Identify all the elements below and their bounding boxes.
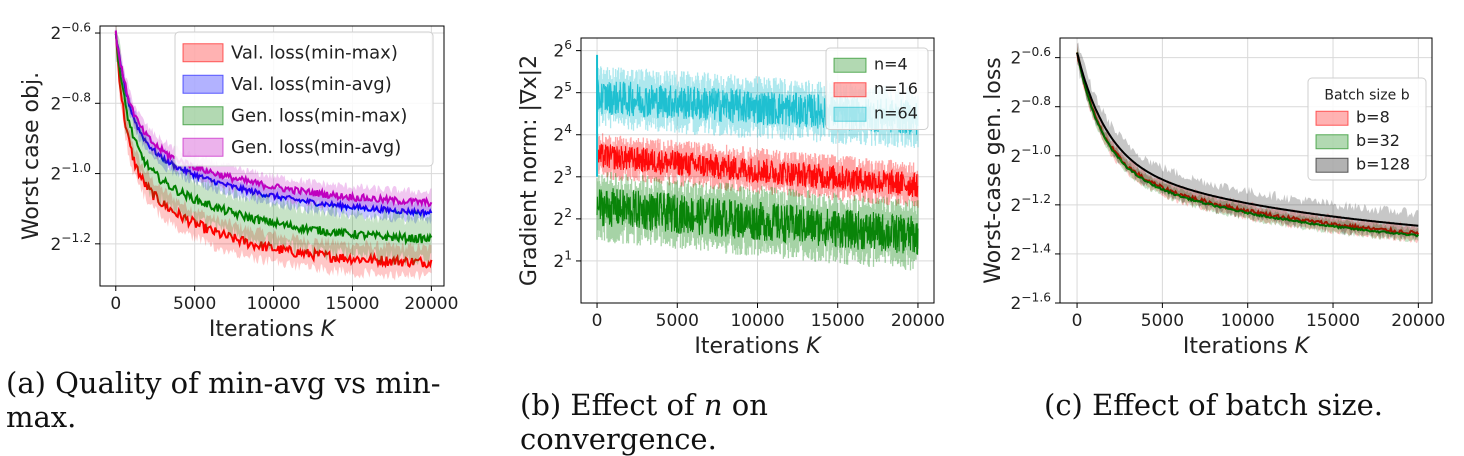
legend-label-b=32: b=32 [1356, 131, 1400, 150]
xtick-label-3: 15000 [325, 294, 379, 314]
legend-box-b [825, 47, 929, 130]
ytick-label-4: 25 [553, 80, 572, 104]
caption-a: (a) Quality of min-avg vs min-max. [6, 366, 486, 434]
ytick-label-2: 23 [553, 164, 572, 188]
xtick-label-2: 10000 [247, 294, 301, 314]
series-line-Gen. loss(min-max) [114, 33, 433, 246]
series-line-Val. loss(min-max) [114, 31, 433, 269]
legend-box-a [174, 31, 434, 167]
legend-label-b=128: b=128 [1356, 154, 1410, 173]
xtick-label-2: 10000 [730, 311, 784, 331]
ytick-label-5: 2−1.6 [1010, 290, 1051, 314]
chart-b: 0 5000 10000 15000 20000 21 22 23 24 25 26 Iteratio… [517, 37, 945, 359]
xtick-label-1: 5000 [173, 294, 216, 314]
legend-label-n=4: n=4 [874, 55, 908, 74]
xtick-label-2: 10000 [1221, 311, 1275, 331]
ytick-label-1: 22 [553, 206, 572, 230]
xtick-label-1: 5000 [656, 311, 699, 331]
legend-a: Val. loss(min-max) Val. loss(min-avg) Gen.… [174, 31, 434, 167]
legend-swatch-Val. loss(min-max) [182, 43, 224, 63]
figure-panels: 0 5000 10000 15000 20000 2−0.6 2−0.8 2−1.0 2−1.2… [19, 20, 1445, 359]
xtick-label-4: 20000 [404, 294, 458, 314]
legend-swatch-n=4 [833, 57, 867, 73]
ytick-label-3: 2−1.2 [1010, 192, 1051, 216]
chart-c: 0 5000 10000 15000 20000 2−0.6 2−0.8 2−1.0 2−1.2… [981, 37, 1445, 359]
ylabel-b: Gradient norm: |∇x|2 [517, 55, 542, 286]
legend-label-b=8: b=8 [1356, 107, 1390, 126]
legend-b: n=4 n=16 n=64 [825, 47, 929, 130]
caption-a-text: (a) Quality of min-avg vs min-max. [6, 366, 441, 434]
band-b=8 [1077, 42, 1419, 244]
legend-swatch-n=64 [833, 106, 867, 122]
legend-label-n=16: n=16 [874, 79, 918, 98]
series-line-Val. loss(min-avg) [114, 33, 433, 219]
axes-frame-c [1059, 37, 1433, 304]
ytick-label-1: 2−0.8 [1010, 94, 1051, 118]
ytick-label-0: 2−0.6 [1010, 45, 1051, 69]
band-Val. loss(min-max) [115, 26, 432, 281]
xtick-label-1: 5000 [1141, 311, 1184, 331]
series-line-n=4 [596, 188, 919, 255]
xtick-label-4: 20000 [891, 311, 945, 331]
xtick-label-3: 15000 [811, 311, 865, 331]
legend-label-Gen. loss(min-avg): Gen. loss(min-avg) [231, 137, 401, 158]
legend-swatch-n=16 [833, 82, 867, 98]
plot-area-c [1076, 42, 1420, 244]
series-line-n=16 [596, 143, 919, 198]
legend-swatch-Gen. loss(min-max) [182, 106, 224, 126]
legend-box-c [1307, 77, 1427, 181]
xtick-label-3: 15000 [1306, 311, 1360, 331]
legend-label-n=64: n=64 [874, 104, 918, 123]
legend-swatch-Val. loss(min-avg) [182, 74, 224, 94]
ytick-label-5: 26 [553, 38, 572, 62]
caption-b-var: n [703, 388, 723, 422]
ytick-label-0: 21 [553, 248, 572, 272]
ytick-label-2: 2−1.0 [50, 161, 91, 185]
series-line-b=32 [1076, 52, 1420, 238]
chart-a: 0 5000 10000 15000 20000 2−0.6 2−0.8 2−1.0 2−1.2… [19, 20, 458, 342]
band-b=128 [1077, 42, 1419, 241]
xlabel-a: Iterations K [209, 317, 337, 342]
xtick-label-0: 0 [110, 294, 121, 314]
xtick-label-0: 0 [1072, 311, 1083, 331]
plot-area-a [114, 26, 433, 281]
legend-swatch-Gen. loss(min-avg) [182, 137, 224, 157]
legend-swatch-b=32 [1315, 134, 1349, 150]
ytick-label-3: 2−1.2 [50, 231, 91, 255]
ytick-label-1: 2−0.8 [50, 91, 91, 115]
band-Gen. loss(min-max) [115, 26, 432, 266]
ytick-label-3: 24 [553, 122, 572, 146]
legend-title-c: Batch size b [1324, 87, 1409, 103]
legend-swatch-b=128 [1315, 157, 1349, 173]
caption-c-text: (c) Effect of batch size. [1044, 388, 1384, 422]
caption-b-pre: (b) Effect of [520, 388, 704, 422]
xlabel-c: Iterations K [1183, 334, 1311, 359]
ylabel-a: Worst case obj. [19, 72, 44, 240]
legend-c: Batch size b b=8 b=32 b=128 [1307, 77, 1427, 181]
legend-label-Val. loss(min-avg): Val. loss(min-avg) [231, 74, 392, 95]
xlabel-b: Iterations K [694, 334, 822, 359]
legend-label-Val. loss(min-max): Val. loss(min-max) [231, 42, 398, 63]
series-line-b=8 [1076, 52, 1420, 236]
ytick-label-2: 2−1.0 [1010, 143, 1051, 167]
legend-label-Gen. loss(min-max): Gen. loss(min-max) [231, 105, 407, 126]
caption-b: (b) Effect of n on convergence. [520, 388, 940, 456]
legend-swatch-b=8 [1315, 110, 1349, 126]
xtick-label-0: 0 [592, 311, 603, 331]
caption-c: (c) Effect of batch size. [1044, 388, 1464, 422]
ytick-label-4: 2−1.4 [1010, 241, 1051, 265]
axes-frame-a [99, 25, 445, 287]
series-line-Gen. loss(min-avg) [114, 30, 433, 208]
xtick-label-4: 20000 [1391, 311, 1445, 331]
series-line-b=128 [1076, 52, 1419, 227]
ytick-label-0: 2−0.6 [50, 20, 91, 44]
ylabel-c: Worst-case gen. loss [981, 57, 1006, 284]
